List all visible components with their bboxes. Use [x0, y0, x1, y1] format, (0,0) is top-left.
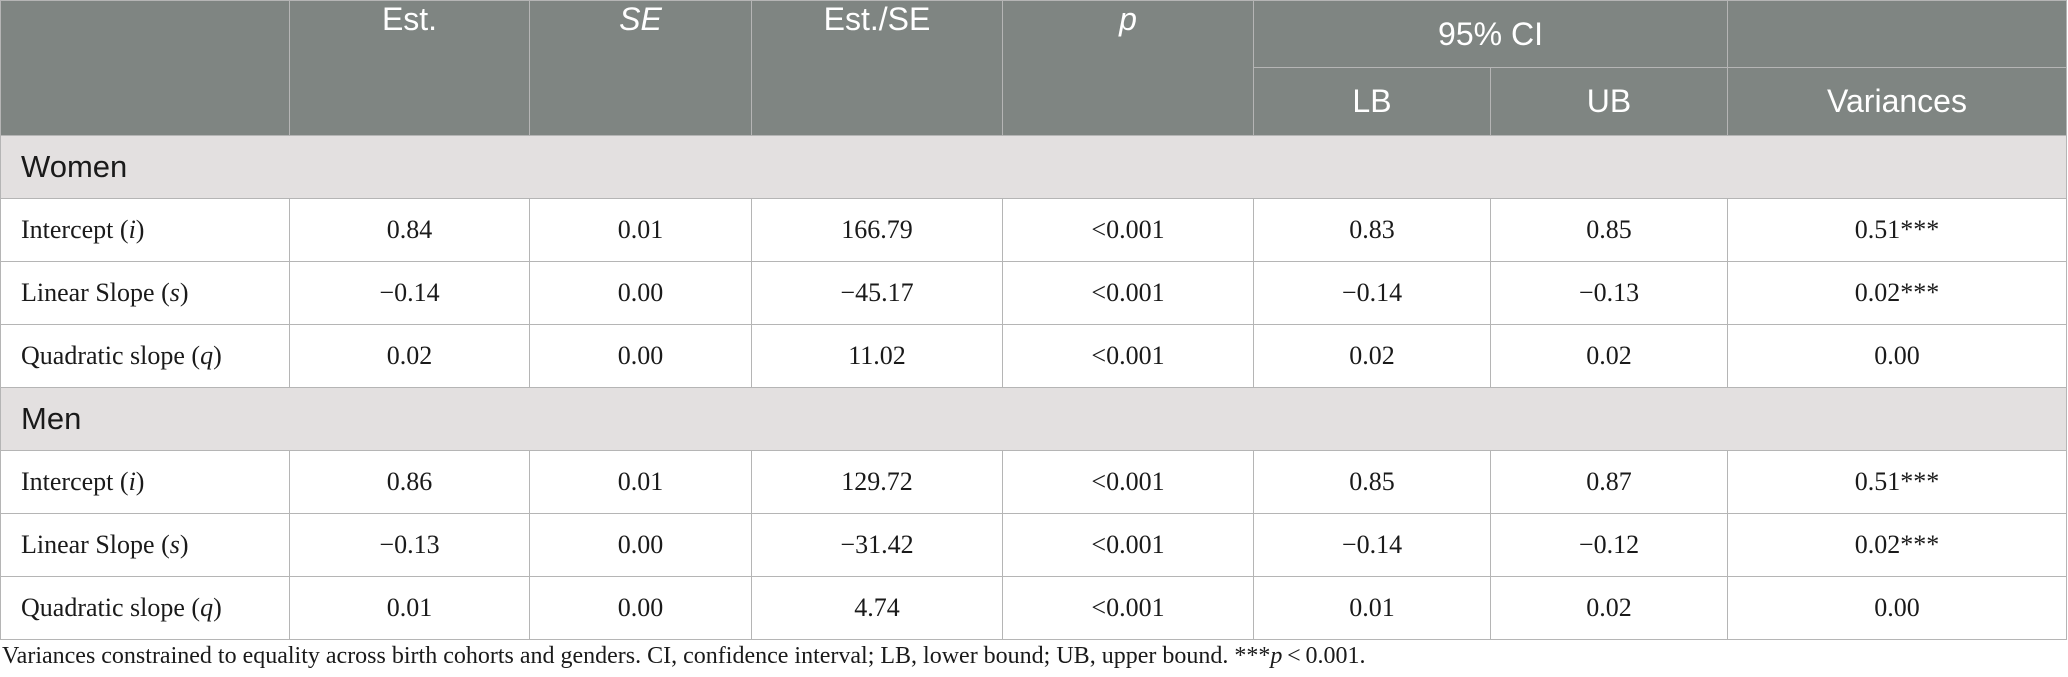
se-cell: 0.01 — [529, 450, 752, 514]
term-label: Intercept — [21, 215, 114, 244]
variance-cell: 0.02*** — [1727, 261, 2067, 325]
header-row: Est. SE Est./SE p 95% CI — [0, 0, 2067, 136]
term-label: Intercept — [21, 467, 114, 496]
header-ub: UB — [1490, 67, 1728, 136]
term-symbol: q — [200, 593, 214, 622]
est-se-cell: 4.74 — [751, 576, 1003, 640]
subheader-row: LB UB Variances — [1, 67, 2067, 136]
est-cell: 0.84 — [289, 198, 530, 262]
table-row: Linear Slope (s) −0.14 0.00 −45.17 <0.001 −0.… — [0, 261, 2067, 325]
term-cell: Quadratic slope (q) — [0, 324, 290, 388]
ub-cell: 0.85 — [1490, 198, 1728, 262]
header-p: p — [1002, 0, 1254, 136]
term-cell: Quadratic slope (q) — [0, 576, 290, 640]
est-cell: −0.14 — [289, 261, 530, 325]
ub-cell: 0.02 — [1490, 576, 1728, 640]
se-cell: 0.00 — [529, 324, 752, 388]
lb-cell: 0.01 — [1253, 576, 1491, 640]
term-label: Linear Slope — [21, 278, 155, 307]
table-row: Linear Slope (s) −0.13 0.00 −31.42 <0.001 −0.… — [0, 513, 2067, 577]
p-cell: <0.001 — [1002, 261, 1254, 325]
term-label: Quadratic slope — [21, 593, 185, 622]
header-ci: 95% CI — [1253, 0, 1728, 68]
footnote-p-symbol: p — [1270, 643, 1283, 669]
variance-cell: 0.51*** — [1727, 198, 2067, 262]
group-row: Women — [0, 135, 2067, 199]
est-se-cell: 11.02 — [751, 324, 1003, 388]
term-symbol: i — [128, 215, 136, 244]
group-row: Men — [0, 387, 2067, 451]
variance-cell: 0.51*** — [1727, 450, 2067, 514]
se-cell: 0.00 — [529, 576, 752, 640]
est-cell: −0.13 — [289, 513, 530, 577]
footnote-threshold: < 0.001. — [1282, 643, 1366, 669]
term-symbol: s — [169, 530, 180, 559]
ub-cell: 0.02 — [1490, 324, 1728, 388]
header-est: Est. — [289, 0, 530, 136]
table-row: Intercept (i) 0.84 0.01 166.79 <0.001 0.83 0.8… — [0, 198, 2067, 262]
term-cell: Intercept (i) — [0, 450, 290, 514]
p-cell: <0.001 — [1002, 198, 1254, 262]
est-se-cell: −45.17 — [751, 261, 1003, 325]
ub-cell: −0.12 — [1490, 513, 1728, 577]
se-cell: 0.00 — [529, 261, 752, 325]
term-symbol: i — [128, 467, 136, 496]
header-variances: Variances — [1727, 67, 2067, 136]
header-empty-top — [1727, 0, 2067, 68]
lb-cell: 0.85 — [1253, 450, 1491, 514]
est-cell: 0.02 — [289, 324, 530, 388]
p-cell: <0.001 — [1002, 450, 1254, 514]
p-cell: <0.001 — [1002, 324, 1254, 388]
results-table: Est. SE Est./SE p 95% CI LB UB Variances… — [0, 0, 2067, 640]
lb-cell: 0.02 — [1253, 324, 1491, 388]
term-label: Quadratic slope — [21, 341, 185, 370]
variance-cell: 0.00 — [1727, 576, 2067, 640]
est-se-cell: 166.79 — [751, 198, 1003, 262]
est-cell: 0.86 — [289, 450, 530, 514]
lb-cell: −0.14 — [1253, 261, 1491, 325]
variance-cell: 0.02*** — [1727, 513, 2067, 577]
term-label: Linear Slope — [21, 530, 155, 559]
footnote-text: Variances constrained to equality across… — [2, 643, 1271, 669]
header-lb: LB — [1253, 67, 1491, 136]
ub-cell: −0.13 — [1490, 261, 1728, 325]
ub-cell: 0.87 — [1490, 450, 1728, 514]
table-row: Quadratic slope (q) 0.02 0.00 11.02 <0.001 0.… — [0, 324, 2067, 388]
se-cell: 0.01 — [529, 198, 752, 262]
se-cell: 0.00 — [529, 513, 752, 577]
table-body: Women Intercept (i) 0.84 0.01 166.79 <0.001 0.… — [0, 135, 2067, 640]
est-se-cell: −31.42 — [751, 513, 1003, 577]
table-row: Intercept (i) 0.86 0.01 129.72 <0.001 0.85 0.8… — [0, 450, 2067, 514]
group-label: Women — [0, 135, 2067, 199]
p-cell: <0.001 — [1002, 576, 1254, 640]
term-symbol: q — [200, 341, 214, 370]
lb-cell: 0.83 — [1253, 198, 1491, 262]
table-row: Quadratic slope (q) 0.01 0.00 4.74 <0.001 0.0… — [0, 576, 2067, 640]
header-est-se: Est./SE — [751, 0, 1003, 136]
term-symbol: s — [169, 278, 180, 307]
lb-cell: −0.14 — [1253, 513, 1491, 577]
header-empty-cell — [0, 0, 290, 136]
header-se: SE — [529, 0, 752, 136]
est-cell: 0.01 — [289, 576, 530, 640]
term-cell: Linear Slope (s) — [0, 513, 290, 577]
table-footnote: Variances constrained to equality across… — [2, 643, 1366, 670]
term-cell: Linear Slope (s) — [0, 261, 290, 325]
variance-cell: 0.00 — [1727, 324, 2067, 388]
term-cell: Intercept (i) — [0, 198, 290, 262]
p-cell: <0.001 — [1002, 513, 1254, 577]
est-se-cell: 129.72 — [751, 450, 1003, 514]
group-label: Men — [0, 387, 2067, 451]
